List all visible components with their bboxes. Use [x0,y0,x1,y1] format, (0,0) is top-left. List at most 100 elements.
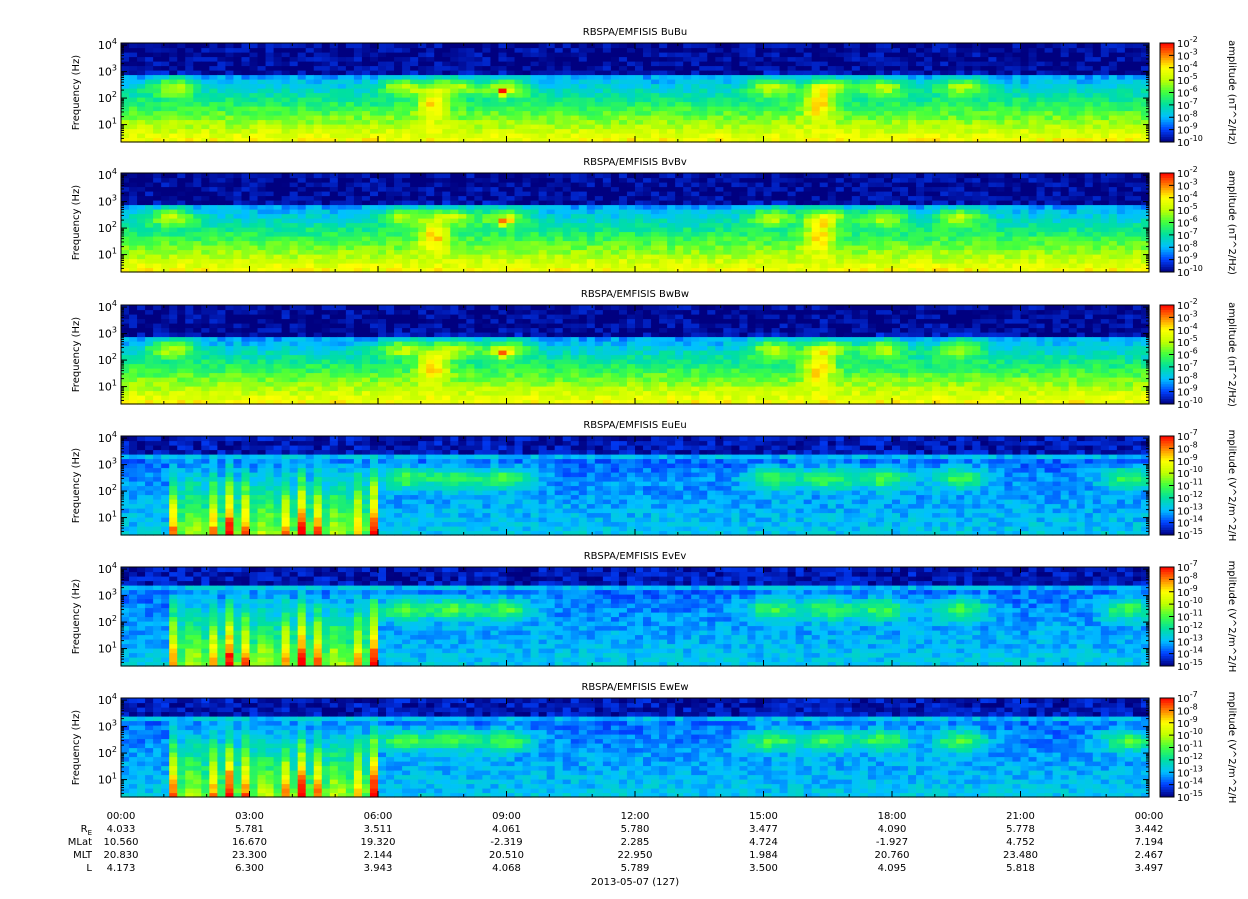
spectrogram-cell [466,97,475,103]
spectrogram-cell [875,52,885,58]
spectrogram-cell [988,106,998,112]
spectrogram-cell [361,263,371,269]
spectrogram-cell [546,263,556,269]
spectrogram-cell [482,106,492,112]
spectrogram-cell [594,222,604,228]
spectrogram-cell [297,204,307,210]
spectrogram-cell [281,209,291,215]
spectrogram-cell [771,195,781,201]
spectrogram-cell [217,83,227,89]
spectrogram-cell [787,97,797,103]
spectrogram-cell [586,83,596,89]
spectrogram-cell [554,79,564,85]
spectrogram-cell [506,128,516,134]
spectrogram-cell [185,195,194,201]
spectrogram-cell [1132,106,1142,112]
spectrogram-cell [562,182,572,188]
spectrogram-cell [329,92,339,98]
spectrogram-cell [779,115,789,121]
spectrogram-cell [378,88,387,94]
spectrogram-cell [394,263,403,269]
spectrogram-cell [707,47,716,53]
spectrogram-cell [691,70,700,76]
spectrogram-cell [345,47,355,53]
spectrogram-cell [892,101,901,107]
spectrogram-cell [337,245,347,251]
spectrogram-cell [209,110,218,116]
spectrogram-cell [410,173,419,179]
spectrogram-cell [1124,65,1134,71]
spectrogram-cell [313,191,323,197]
spectrogram-cell [747,258,757,264]
spectrogram-cell [731,231,741,237]
spectrogram-cell [337,263,347,269]
spectrogram-cell [426,186,435,192]
spectrogram-cell [803,218,813,224]
spectrogram-cell [1100,56,1110,62]
spectrogram-cell [193,240,202,246]
spectrogram-cell [426,43,435,49]
spectrogram-cell [835,124,845,130]
spectrogram-cell [610,56,620,62]
spectrogram-cell [313,249,323,255]
spectrogram-cell [779,61,789,67]
spectrogram-cell [458,195,467,201]
spectrogram-cell [827,227,837,233]
spectrogram-cell [410,200,419,206]
spectrogram-cell [827,106,837,112]
spectrogram-cell [570,182,580,188]
spectrogram-cell [538,101,548,107]
spectrogram-cell [900,79,909,85]
spectrogram-cell [1124,97,1134,103]
spectrogram-cell [747,200,757,206]
spectrogram-cell [249,61,259,67]
spectrogram-cell [506,43,516,49]
spectrogram-cell [875,106,885,112]
spectrogram-cell [691,218,700,224]
spectrogram-cell [321,61,331,67]
spectrogram-cell [281,240,291,246]
spectrogram-cell [426,124,435,130]
spectrogram-cell [201,106,210,112]
spectrogram-cell [450,61,459,67]
spectrogram-cell [779,43,789,49]
spectrogram-cell [916,128,925,134]
spectrogram-cell [787,137,797,143]
spectrogram-cell [988,133,998,139]
spectrogram-cell [329,258,339,264]
spectrogram-cell [402,267,411,273]
spectrogram-cell [554,133,564,139]
spectrogram-cell [835,101,845,107]
spectrogram-cell [900,83,909,89]
spectrogram-cell [153,65,162,71]
colorbar: 10-210-310-410-510-610-710-810-910-10 amp… [1159,35,1237,149]
spectrogram-cell [402,245,411,251]
spectrogram-cell [418,204,427,210]
spectrogram-cell [771,240,781,246]
spectrogram-cell [201,254,210,260]
spectrogram-cell [795,258,805,264]
spectrogram-cell [442,106,451,112]
spectrogram-cell [474,128,484,134]
spectrogram-cell [578,258,588,264]
spectrogram-cell [554,200,564,206]
spectrogram-cell [763,236,773,242]
spectrogram-cell [217,227,227,233]
spectrogram-cell [273,119,283,125]
spectrogram-cell [626,79,636,85]
spectrogram-cell [482,191,492,197]
spectrogram-cell [667,227,676,233]
spectrogram-cell [1060,70,1070,76]
spectrogram-cell [297,209,307,215]
spectrogram-cell [402,128,411,134]
spectrogram-cell [378,249,387,255]
spectrogram-cell [474,258,484,264]
spectrogram-cell [570,254,580,260]
spectrogram-cell [1060,65,1070,71]
spectrogram-cell [185,231,194,237]
spectrogram-cell [193,222,202,228]
spectrogram-cell [554,177,564,183]
spectrogram-cell [353,240,363,246]
spectrogram-cell [241,61,251,67]
